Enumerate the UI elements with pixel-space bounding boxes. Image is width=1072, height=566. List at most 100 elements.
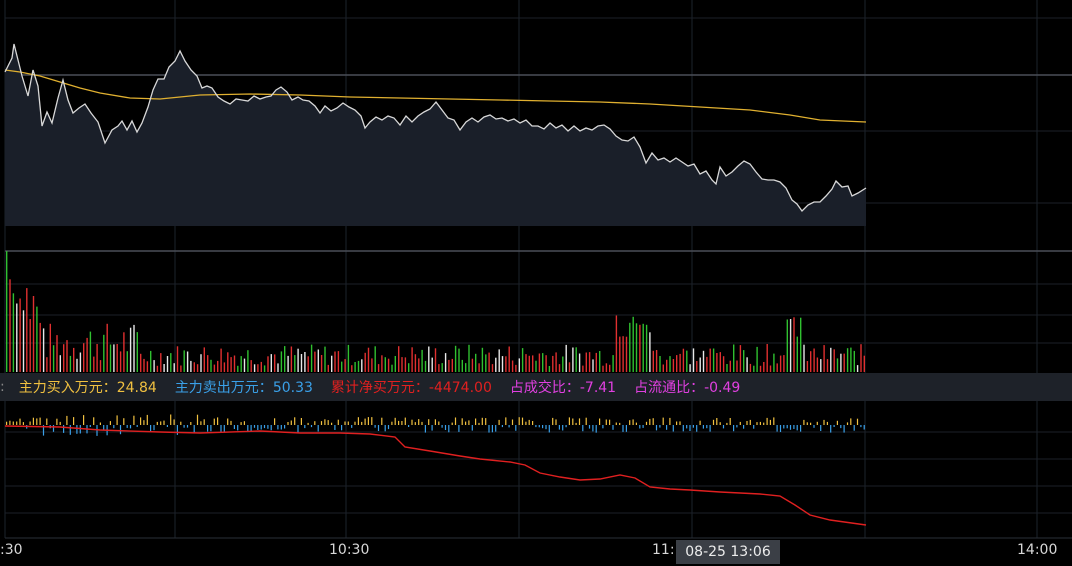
cumulative-net-buy-line — [4, 425, 867, 526]
volume-bar — [783, 355, 785, 372]
flow-bar — [16, 421, 18, 425]
volume-bar — [609, 364, 611, 372]
volume-bar — [401, 357, 403, 372]
flow-bar — [461, 418, 463, 425]
volume-bar — [29, 319, 31, 372]
volume-bar — [739, 345, 742, 372]
volume-bar — [16, 303, 18, 372]
flow-bar — [354, 421, 356, 425]
float-ratio-label: 占流通比： — [634, 380, 705, 396]
volume-bar — [478, 363, 480, 372]
time-label-1400: 14:00 — [1017, 542, 1058, 558]
flow-bar — [156, 421, 158, 425]
volume-bar — [213, 364, 216, 372]
flow-bar — [840, 425, 842, 429]
flow-bar — [706, 425, 708, 429]
volume-bar — [769, 365, 772, 372]
flow-bar — [307, 422, 309, 425]
volume-bar — [331, 355, 333, 372]
main-buy-indicator: 主力买入万元：24.84 — [19, 377, 157, 397]
flow-bar — [253, 425, 256, 428]
volume-bar — [374, 346, 376, 372]
flow-bar — [190, 422, 192, 425]
volume-bar — [150, 350, 152, 372]
volume-bar — [448, 359, 450, 372]
flow-bar — [458, 425, 460, 432]
volume-bar — [190, 360, 192, 372]
flow-bar — [133, 415, 135, 425]
flow-bar — [136, 425, 138, 427]
flow-bar — [588, 425, 591, 429]
volume-bar — [277, 363, 279, 372]
flow-bar — [686, 425, 688, 429]
volume-bar — [542, 353, 544, 372]
volume-bar — [465, 363, 467, 372]
flow-bar — [334, 425, 336, 430]
volume-bar — [367, 347, 370, 372]
flow-bar — [317, 425, 319, 432]
flow-bar — [565, 425, 567, 428]
volume-bar — [237, 365, 239, 372]
flow-bar — [186, 425, 189, 428]
flow-bar — [642, 425, 644, 428]
volume-bar — [666, 359, 668, 372]
volume-bar — [173, 363, 175, 372]
volume-bar — [267, 356, 269, 372]
volume-bar — [357, 360, 360, 372]
volume-bar — [274, 354, 276, 372]
volume-bar — [562, 356, 564, 372]
flow-bar — [83, 415, 85, 425]
flow-bar — [103, 425, 105, 430]
volume-bar — [776, 363, 778, 372]
volume-bar — [709, 348, 711, 372]
flow-bar — [341, 425, 343, 431]
volume-bar — [605, 363, 608, 372]
volume-bar — [498, 349, 500, 372]
volume-bar — [86, 337, 88, 372]
flow-bar — [113, 425, 115, 429]
volume-bar — [240, 356, 242, 372]
flow-bar — [153, 425, 155, 431]
volume-bar — [743, 350, 745, 372]
flow-bar — [123, 418, 125, 425]
volume-bar — [645, 324, 648, 372]
volume-bar — [317, 349, 319, 372]
flow-bar — [277, 425, 279, 430]
volume-bar — [716, 353, 718, 372]
flow-bar — [401, 421, 403, 425]
flow-bar — [116, 415, 118, 425]
volume-bar — [796, 336, 798, 372]
volume-bar — [488, 352, 490, 372]
flow-bar — [270, 425, 272, 431]
flow-bar — [756, 422, 758, 425]
flow-bar — [451, 422, 453, 425]
volume-bar — [753, 365, 755, 372]
flow-bar — [629, 420, 631, 425]
cum-net-label: 累计净买万元： — [330, 380, 429, 396]
volume-bar — [458, 348, 460, 372]
flow-bar — [501, 425, 503, 428]
volume-bar — [334, 351, 336, 372]
volume-bar — [860, 344, 862, 372]
float-ratio-indicator: 占流通比：-0.49 — [634, 377, 740, 397]
volume-bar — [59, 355, 61, 372]
volume-bar — [625, 336, 628, 372]
volume-bar — [253, 364, 256, 372]
flow-bar — [659, 425, 661, 428]
flow-bar — [763, 422, 765, 425]
flow-bar — [562, 425, 564, 431]
volume-bar — [719, 352, 721, 372]
flow-bar — [46, 418, 48, 425]
volume-bar — [160, 353, 162, 372]
flow-bar — [9, 420, 11, 425]
volume-bar — [381, 355, 383, 372]
volume-bar — [133, 324, 135, 372]
volume-bar — [377, 364, 380, 372]
flow-bar — [833, 425, 835, 427]
flow-bar — [414, 422, 416, 425]
volume-bar — [853, 350, 855, 372]
volume-bar — [307, 356, 309, 372]
volume-bar — [290, 346, 293, 372]
flow-bar — [213, 418, 215, 425]
